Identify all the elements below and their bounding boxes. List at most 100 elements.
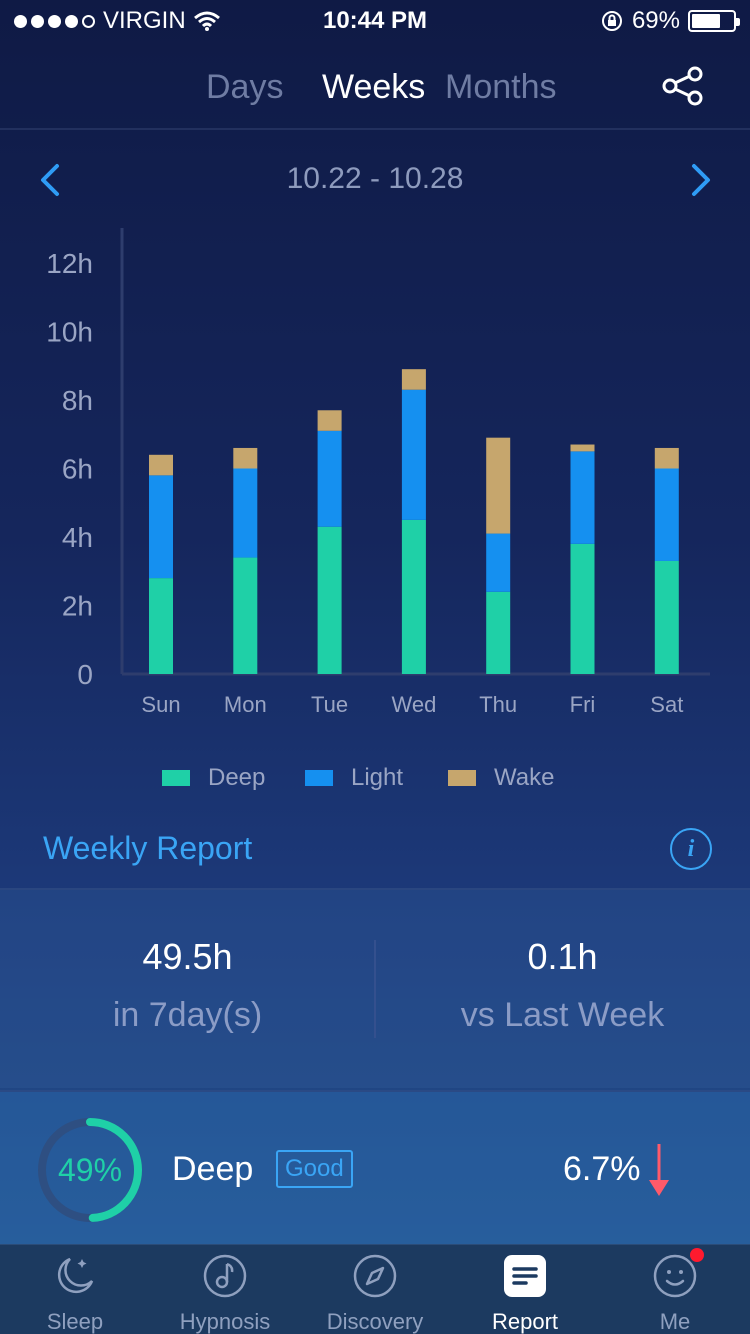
bar-wake-wed[interactable] [401,369,426,390]
bar-wake-tue[interactable] [317,410,342,431]
quality-badge: Good [276,1150,353,1188]
bar-light-fri[interactable] [570,451,595,544]
carrier-name: VIRGIN [103,7,186,34]
bar-light-sat[interactable] [654,468,679,561]
x-tick-label: Thu [479,692,517,717]
vs-last-week-value: 0.1h [527,936,598,977]
weekly-summary: 49.5h in 7day(s) 0.1h vs Last Week [0,888,750,1088]
signal-icon [14,14,95,28]
tab-weeks[interactable]: Weeks [322,68,426,106]
y-tick-label: 6h [62,454,93,485]
sleep-stages-chart: 0 2h 4h 6h 8h 10h 12h Sun Mon Tue Wed Thu Fri Sat [0,220,750,740]
tabbar-item-sleep[interactable]: Sleep [0,1245,150,1334]
weekly-report-header: Weekly Report i [0,820,750,886]
bar-deep-fri[interactable] [570,543,595,674]
battery-icon [688,10,740,32]
bar-wake-mon[interactable] [233,447,258,469]
chart-legend: Deep Light Wake [0,760,750,796]
header-divider [0,128,750,130]
bar-wake-thu[interactable] [486,437,511,534]
tabbar-label-report: Report [491,1309,559,1334]
bar-light-tue[interactable] [317,430,342,527]
bar-wake-fri[interactable] [570,444,595,452]
total-sleep-label: in 7day(s) [112,996,263,1034]
y-tick-label: 8h [62,385,93,416]
tab-days[interactable]: Days [206,68,284,106]
x-tick-label: Tue [311,692,348,717]
y-tick-label: 12h [46,248,93,279]
legend-swatch-wake [448,770,476,786]
tabbar-label-discovery: Discovery [326,1309,424,1334]
notification-dot [690,1248,704,1262]
date-range-nav: 10.22 - 10.28 [0,150,750,206]
legend-label-wake: Wake [494,764,555,791]
deep-percent-ring [38,1118,142,1222]
deep-percent-ring-arc [38,1118,142,1222]
y-tick-label: 2h [62,591,93,622]
bar-light-mon[interactable] [233,468,258,558]
battery-percent: 69% [631,7,680,34]
x-tick-label: Sat [650,692,683,717]
deep-sleep-row[interactable]: 49% Deep Good 6.7% [0,1090,750,1244]
report-icon [504,1255,546,1297]
period-tabs: Days Weeks Months [0,62,750,118]
bar-wake-sat[interactable] [654,447,679,469]
bar-deep-sat[interactable] [654,560,679,674]
legend-label-deep: Deep [208,764,266,791]
deep-label: Deep [172,1150,254,1188]
bar-deep-mon[interactable] [233,557,258,674]
bar-light-thu[interactable] [486,533,511,592]
orientation-lock-icon [601,11,622,31]
moon-icon [57,1257,94,1294]
y-tick-label: 10h [46,317,93,348]
tabbar-item-hypnosis[interactable]: Hypnosis [150,1245,300,1334]
summary-divider [374,940,376,1038]
compass-icon [353,1254,397,1298]
status-left: VIRGIN [14,7,220,35]
tabbar-label-me: Me [659,1309,691,1334]
deep-change-value: 6.7% [563,1150,641,1188]
total-sleep-value: 49.5h [142,936,233,977]
vs-last-week-label: vs Last Week [460,996,665,1034]
legend-label-light: Light [351,764,404,791]
deep-percent-text: 49% [57,1151,123,1188]
tabbar-label-sleep: Sleep [46,1309,104,1334]
total-sleep-stat: 49.5h in 7day(s) [0,936,375,1035]
bar-light-sun[interactable] [149,475,173,579]
weekly-report-title: Weekly Report [43,830,253,866]
share-icon[interactable] [660,66,706,106]
bar-deep-tue[interactable] [317,526,342,674]
y-tick-label: 4h [62,522,93,553]
bar-wake-sun[interactable] [149,454,173,476]
bar-deep-thu[interactable] [486,591,511,674]
legend-swatch-light [305,770,333,786]
bar-light-wed[interactable] [401,389,426,520]
x-tick-label: Mon [224,692,267,717]
bar-deep-wed[interactable] [401,519,426,674]
info-icon[interactable]: i [670,828,712,870]
tabbar-item-report[interactable]: Report [450,1245,600,1334]
date-range-label: 10.22 - 10.28 [286,162,464,195]
face-icon [653,1254,697,1298]
legend-item-wake: Wake [448,764,554,792]
tab-months[interactable]: Months [445,68,557,106]
chevron-right-icon[interactable] [686,160,716,200]
tabbar-item-me[interactable]: Me [600,1245,750,1334]
legend-item-deep: Deep [162,764,265,792]
tabbar-label-hypnosis: Hypnosis [179,1309,271,1334]
y-tick-label: 0 [77,659,93,690]
chart-svg: 0 2h 4h 6h 8h 10h 12h Sun Mon Tue Wed Thu Fri Sat [46,228,710,717]
wifi-icon [193,11,220,31]
x-tick-label: Sun [141,692,180,717]
legend-item-light: Light [305,764,403,792]
chevron-left-icon[interactable] [35,160,65,200]
x-tick-label: Fri [570,692,596,717]
tabbar-item-discovery[interactable]: Discovery [300,1245,450,1334]
arrow-down-icon [649,1144,669,1196]
legend-swatch-deep [162,770,190,786]
bar-deep-sun[interactable] [149,578,173,674]
status-right: 69% [600,7,740,35]
music-note-icon [203,1254,247,1298]
status-bar: VIRGIN 10:44 PM 69% [0,0,750,42]
bottom-tab-bar: Sleep Hypnosis Discovery Report [0,1244,750,1334]
